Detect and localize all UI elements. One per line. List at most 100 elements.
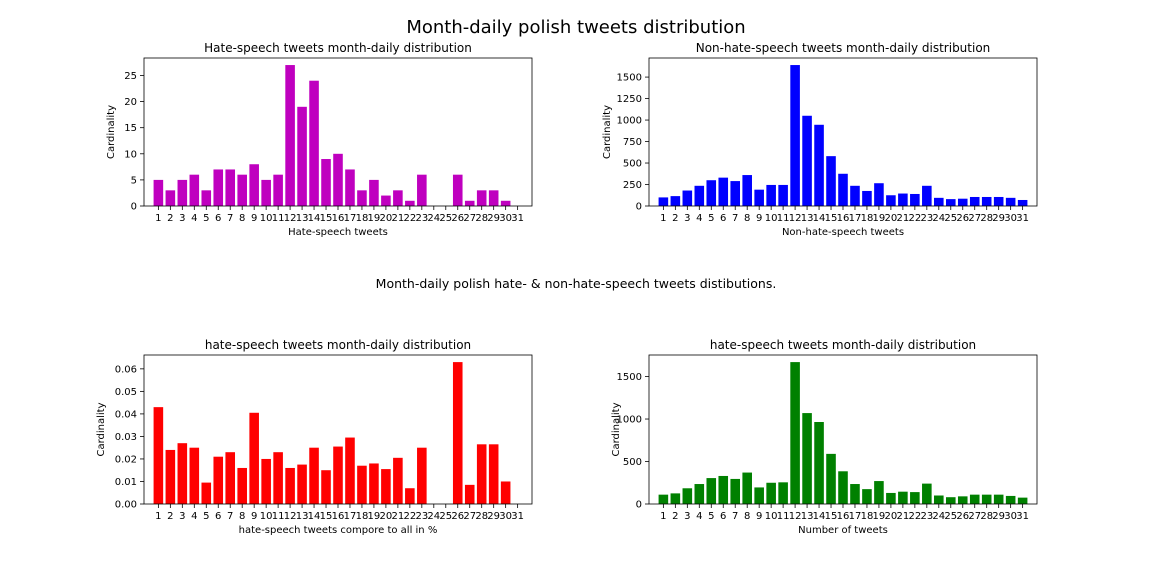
x-tick-label: 5 [203,511,209,522]
bar [898,491,908,504]
bar [273,452,283,504]
y-tick-label: 5 [131,175,137,186]
bar [802,115,812,206]
y-tick-label: 0 [131,202,137,213]
x-tick-label: 19 [873,213,886,224]
bar [237,174,247,206]
x-tick-label: 6 [215,213,221,224]
x-tick-label: 12 [284,511,297,522]
y-tick-label: 1500 [617,73,642,84]
x-tick-label: 29 [487,511,500,522]
y-tick-label: 250 [623,180,642,191]
x-tick-label: 25 [439,213,452,224]
x-tick-label: 23 [920,213,933,224]
bar [225,452,236,504]
y-tick-label: 0.05 [115,387,137,398]
bar [981,494,992,504]
bar [488,190,499,206]
bar [874,183,884,206]
x-tick-label: 21 [392,213,405,224]
x-tick-label: 14 [813,213,826,224]
bar [742,472,752,504]
bar [957,496,968,504]
bar [189,174,200,206]
x-tick-label: 9 [251,213,257,224]
bar [934,495,944,504]
bar [766,482,776,504]
y-tick-label: 0.03 [115,432,137,443]
x-tick-label: 16 [332,511,345,522]
x-tick-label: 6 [720,213,726,224]
x-tick-label: 31 [511,213,524,224]
bar [249,412,259,504]
bar [237,467,247,504]
bar [285,467,295,504]
y-tick-label: 25 [124,71,137,82]
x-tick-label: 14 [813,511,826,522]
y-tick-label: 10 [124,149,137,160]
x-tick-label: 20 [885,511,898,522]
x-tick-label: 11 [777,511,790,522]
bar [969,196,980,206]
bar [682,190,693,206]
x-tick-label: 27 [968,213,981,224]
y-tick-label: 1500 [617,372,642,383]
y-tick-label: 1250 [617,94,642,105]
x-tick-label: 5 [708,213,714,224]
bars [658,65,1028,206]
x-axis-label: hate-speech tweets compore to all in % [239,525,438,536]
chart-title: Non-hate-speech tweets month-daily distr… [696,41,991,55]
bar [862,489,872,504]
x-tick-label: 30 [1004,511,1017,522]
bar [177,179,188,206]
bar [417,174,427,206]
x-tick-label: 9 [756,511,762,522]
x-tick-label: 29 [992,511,1005,522]
bar [694,484,705,504]
bar [706,478,717,504]
bar [165,449,176,504]
x-tick-label: 27 [463,511,476,522]
bar [826,453,836,504]
figure-caption: Month-daily polish hate- & non-hate-spee… [375,276,777,291]
bar [886,492,896,504]
x-tick-label: 31 [511,511,524,522]
x-tick-label: 14 [308,511,321,522]
x-tick-label: 12 [789,213,802,224]
x-tick-label: 15 [320,511,333,522]
bar [957,198,968,206]
y-tick-label: 500 [623,159,642,170]
bar [898,193,908,206]
bar [790,65,800,206]
y-axis-label: Cardinality [96,402,107,456]
bar [778,482,788,504]
x-tick-label: 1 [155,511,161,522]
x-tick-label: 6 [720,511,726,522]
bar [993,196,1004,206]
bar [969,494,980,504]
x-tick-label: 10 [260,213,273,224]
bar [838,173,848,206]
x-tick-label: 23 [415,511,428,522]
x-tick-label: 8 [744,213,750,224]
x-tick-label: 26 [956,213,969,224]
x-tick-label: 8 [239,511,245,522]
x-tick-label: 11 [272,213,285,224]
x-tick-label: 24 [932,213,945,224]
x-tick-label: 3 [179,511,185,522]
bar [754,189,764,206]
bar [189,447,200,504]
bar [369,179,379,206]
bars [153,362,511,504]
bar [945,497,956,504]
bar [874,481,884,504]
x-tick-label: 22 [403,213,416,224]
y-axis-label: Cardinality [106,105,117,159]
bar [1017,497,1028,504]
x-tick-label: 20 [380,213,393,224]
bar [730,478,741,504]
x-tick-label: 29 [992,213,1005,224]
